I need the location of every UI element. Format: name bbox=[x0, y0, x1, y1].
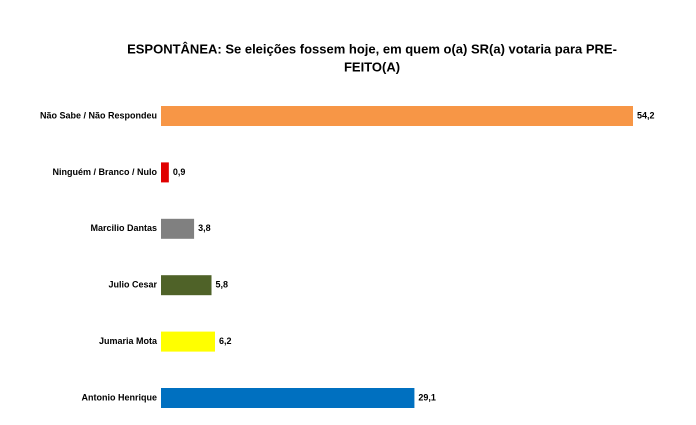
value-label: 0,9 bbox=[173, 167, 186, 177]
bar bbox=[161, 275, 212, 296]
value-label: 5,8 bbox=[216, 280, 229, 290]
value-label: 3,8 bbox=[198, 223, 211, 233]
value-label: 29,1 bbox=[418, 392, 436, 402]
value-label: 54,2 bbox=[637, 110, 655, 120]
chart-title: FEITO(A) bbox=[344, 59, 400, 74]
category-label: Julio Cesar bbox=[108, 280, 157, 290]
category-label: Não Sabe / Não Respondeu bbox=[40, 110, 157, 120]
bar bbox=[161, 106, 633, 126]
category-label: Jumaria Mota bbox=[99, 336, 158, 346]
bar bbox=[161, 162, 169, 183]
value-label: 6,2 bbox=[219, 336, 232, 346]
bar bbox=[161, 388, 415, 408]
category-label: Marcilio Dantas bbox=[90, 223, 157, 233]
category-label: Antonio Henrique bbox=[82, 392, 158, 402]
category-label: Ninguém / Branco / Nulo bbox=[52, 167, 157, 177]
bar bbox=[161, 331, 215, 352]
chart-title: ESPONTÂNEA: Se eleições fossem hoje, em … bbox=[127, 41, 617, 56]
bar bbox=[161, 218, 195, 239]
